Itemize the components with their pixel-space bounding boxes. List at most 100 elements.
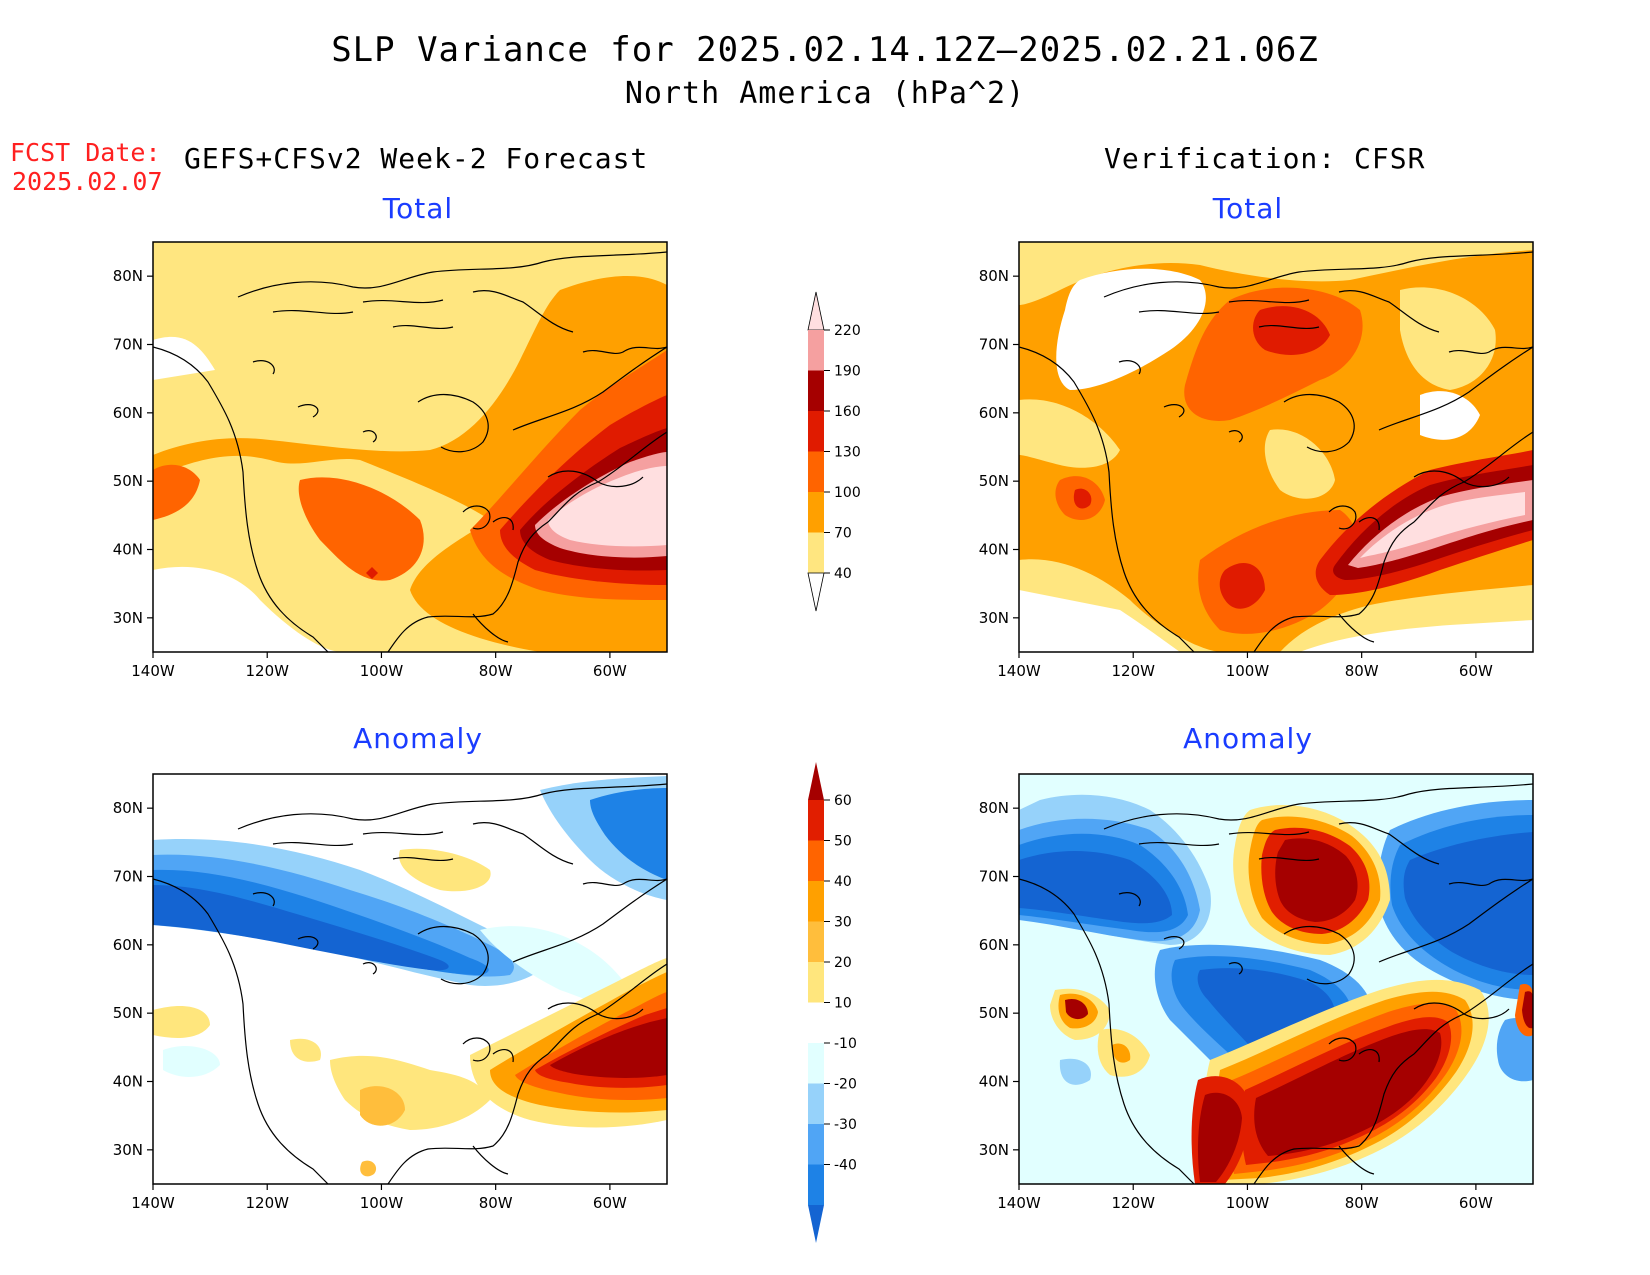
colorbar-label: -20: [834, 1077, 857, 1093]
x-tick-label: 120W: [245, 1194, 289, 1212]
colorbar-segment: [808, 411, 824, 452]
colorbar-label: 40: [834, 566, 852, 582]
x-tick-label: 100W: [360, 662, 404, 680]
colorbar-label: -10: [834, 1036, 857, 1052]
colorbar-bottom-arrow: [808, 1205, 824, 1243]
x-tick-label: 120W: [1111, 1194, 1155, 1212]
y-tick-label: 30N: [979, 1141, 1009, 1159]
x-tick-label: 140W: [131, 1194, 175, 1212]
y-tick-label: 50N: [113, 472, 143, 490]
y-tick-label: 30N: [979, 609, 1009, 627]
forecast-total-map: [153, 242, 667, 652]
x-tick-label: 80W: [479, 1194, 513, 1212]
colorbar-label: 220: [834, 323, 861, 339]
verification-total-map: [1019, 242, 1533, 652]
x-tick-label: 100W: [360, 1194, 404, 1212]
y-tick-label: 40N: [979, 1073, 1009, 1091]
colorbar-segment: [808, 1124, 824, 1165]
y-tick-label: 60N: [113, 404, 143, 422]
x-tick-label: 80W: [1345, 1194, 1379, 1212]
y-tick-label: 40N: [979, 541, 1009, 559]
verification-total-frame: [1018, 241, 1534, 653]
colorbar-segment: [808, 1083, 824, 1124]
colorbar-bottom-arrow: [807, 572, 825, 612]
colorbar-label: 40: [834, 874, 852, 890]
colorbar-top-arrow: [808, 762, 824, 800]
colorbar-label: 190: [834, 364, 861, 380]
verification-header: Verification: CFSR: [1104, 142, 1426, 175]
verification-anomaly-frame: [1018, 773, 1534, 1185]
forecast-total-frame: [152, 241, 668, 653]
colorbar-label: 60: [834, 793, 852, 809]
forecast-total-title: Total: [382, 192, 454, 225]
x-tick-label: 60W: [1459, 662, 1493, 680]
x-tick-label: 140W: [997, 1194, 1041, 1212]
y-tick-label: 70N: [113, 336, 143, 354]
colorbar-segment: [808, 532, 824, 573]
x-tick-label: 120W: [245, 662, 289, 680]
colorbar-label: 20: [834, 955, 852, 971]
x-tick-label: 140W: [997, 662, 1041, 680]
y-tick-label: 80N: [113, 799, 143, 817]
y-tick-label: 80N: [979, 799, 1009, 817]
y-tick-label: 60N: [979, 404, 1009, 422]
colorbar-segment: [808, 962, 824, 1003]
fcst-date-value: 2025.02.07: [12, 167, 163, 196]
x-tick-label: 100W: [1226, 662, 1270, 680]
y-tick-label: 70N: [979, 868, 1009, 886]
colorbar-label: 30: [834, 915, 852, 931]
y-tick-label: 50N: [979, 1004, 1009, 1022]
verification-total-title: Total: [1212, 192, 1284, 225]
main-title: SLP Variance for 2025.02.14.12Z–2025.02.…: [331, 30, 1319, 70]
x-tick-label: 80W: [479, 662, 513, 680]
y-tick-label: 60N: [979, 936, 1009, 954]
x-tick-label: 120W: [1111, 662, 1155, 680]
y-tick-label: 80N: [113, 267, 143, 285]
colorbar-segment: [808, 492, 824, 533]
x-tick-label: 60W: [593, 1194, 627, 1212]
y-tick-label: 40N: [113, 1073, 143, 1091]
colorbar-segment: [808, 1164, 824, 1205]
colorbar-label: 50: [834, 834, 852, 850]
y-tick-label: 70N: [113, 868, 143, 886]
verification-anomaly-title: Anomaly: [1183, 722, 1313, 755]
colorbar-segment: [808, 840, 824, 881]
y-tick-label: 80N: [979, 267, 1009, 285]
colorbar-top-arrow: [807, 291, 825, 331]
fcst-date-label: FCST Date:: [10, 138, 161, 167]
colorbar-label: 10: [834, 996, 852, 1012]
verification-anomaly-map: [1019, 774, 1533, 1184]
colorbar-segment: [808, 1002, 824, 1043]
y-tick-label: 30N: [113, 1141, 143, 1159]
y-tick-label: 50N: [979, 472, 1009, 490]
colorbar-total: 220 190 160 130 100 70 40: [807, 291, 861, 612]
colorbar-segment: [808, 370, 824, 411]
y-tick-label: 40N: [113, 541, 143, 559]
colorbar-label: 70: [834, 526, 852, 542]
colorbar-segment: [808, 800, 824, 841]
colorbar-label: -30: [834, 1117, 857, 1133]
colorbar-segment: [808, 881, 824, 922]
y-tick-label: 30N: [113, 609, 143, 627]
forecast-header: GEFS+CFSv2 Week-2 Forecast: [184, 142, 649, 175]
forecast-anomaly-frame: [152, 773, 668, 1185]
subtitle: North America (hPa^2): [624, 76, 1026, 111]
colorbar-label: 130: [834, 445, 861, 461]
x-tick-label: 140W: [131, 662, 175, 680]
colorbar-segment: [808, 921, 824, 962]
colorbar-segment: [808, 451, 824, 492]
y-tick-label: 50N: [113, 1004, 143, 1022]
x-tick-label: 80W: [1345, 662, 1379, 680]
colorbar-label: -40: [834, 1158, 857, 1174]
x-tick-label: 100W: [1226, 1194, 1270, 1212]
colorbar-segment: [808, 330, 824, 371]
forecast-anomaly-map: [153, 774, 667, 1184]
y-tick-label: 60N: [113, 936, 143, 954]
colorbar-segment: [808, 1043, 824, 1084]
colorbar-label: 100: [834, 485, 861, 501]
x-tick-label: 60W: [1459, 1194, 1493, 1212]
y-tick-label: 70N: [979, 336, 1009, 354]
colorbar-label: 160: [834, 404, 861, 420]
colorbar-anomaly: 60 50 40 30 20 10 -10 -20 -30 -40: [808, 762, 857, 1243]
